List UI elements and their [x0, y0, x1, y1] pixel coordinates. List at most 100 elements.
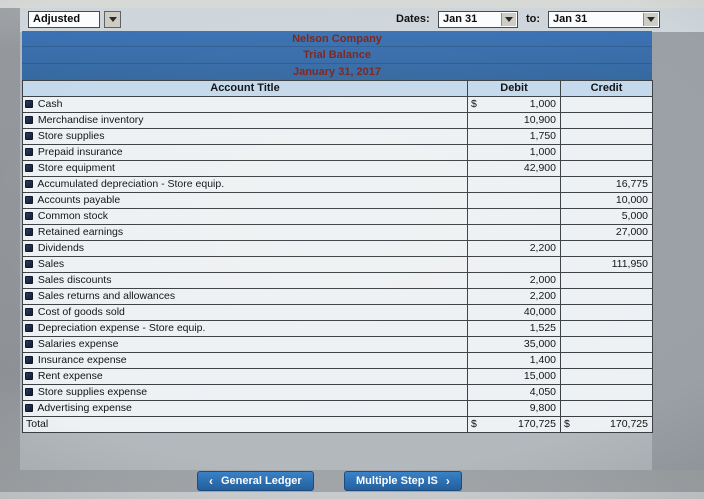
general-ledger-button[interactable]: ‹ General Ledger — [197, 471, 314, 491]
credit-amount: 170,725 — [610, 418, 648, 430]
drilldown-icon[interactable] — [25, 292, 33, 300]
debit-amount: 42,900 — [523, 162, 556, 174]
report-type-dropdown-arrow-icon[interactable] — [104, 11, 121, 28]
table-row: Sales 111,950 — [22, 256, 653, 273]
drilldown-icon[interactable] — [25, 356, 33, 364]
table-row: Depreciation expense - Store equip. 1,52… — [22, 320, 653, 337]
triangle-down-icon — [108, 17, 117, 22]
column-header-debit: Debit — [467, 80, 561, 97]
table-row: Advertising expense 9,800 — [22, 400, 653, 417]
drilldown-icon[interactable] — [25, 372, 33, 380]
report-type-value: Adjusted — [33, 13, 81, 25]
table-row: Store supplies 1,750 — [22, 128, 653, 145]
chevron-left-icon: ‹ — [209, 474, 213, 488]
general-ledger-label: General Ledger — [221, 475, 302, 487]
debit-amount: 4,050 — [529, 386, 556, 398]
credit-symbol: $ — [564, 418, 570, 430]
drilldown-icon[interactable] — [25, 164, 33, 172]
table-header-row: Account Title Debit Credit — [22, 80, 653, 97]
date-from-dropdown[interactable]: Jan 31 — [438, 11, 518, 28]
debit-amount: 1,000 — [529, 98, 556, 110]
debit-amount: 1,000 — [529, 146, 556, 158]
drilldown-icon[interactable] — [25, 388, 33, 396]
credit-amount: 5,000 — [621, 210, 648, 222]
table-row: Accounts payable 10,000 — [22, 192, 653, 209]
account-title: Sales returns and allowances — [37, 290, 176, 302]
drilldown-icon[interactable] — [25, 228, 33, 236]
account-title: Salaries expense — [37, 338, 119, 350]
account-title: Insurance expense — [37, 354, 127, 366]
table-row: Dividends 2,200 — [22, 240, 653, 257]
debit-amount: 170,725 — [518, 418, 556, 430]
report-date: January 31, 2017 — [292, 65, 382, 78]
account-title: Merchandise inventory — [37, 114, 144, 126]
table-row: Store equipment 42,900 — [22, 160, 653, 177]
debit-amount: 1,750 — [529, 130, 556, 142]
date-from-value: Jan 31 — [443, 13, 478, 25]
table-row: Sales discounts 2,000 — [22, 272, 653, 289]
multiple-step-label: Multiple Step IS — [356, 475, 438, 487]
drilldown-icon[interactable] — [25, 148, 33, 156]
right-gutter — [652, 32, 704, 470]
table-row: Sales returns and allowances 2,200 — [22, 288, 653, 305]
toolbar: Adjusted Dates: Jan 31 to: Jan 31 — [20, 8, 704, 32]
triangle-down-icon — [505, 17, 513, 22]
table-row: Common stock 5,000 — [22, 208, 653, 225]
debit-amount: 2,200 — [529, 290, 556, 302]
column-header-account-title: Account Title — [22, 80, 468, 97]
drilldown-icon[interactable] — [25, 180, 33, 188]
debit-amount: 1,525 — [529, 322, 556, 334]
report-title: Trial Balance — [22, 47, 652, 64]
top-edge — [0, 0, 704, 8]
date-to-dropdown-arrow-icon[interactable] — [643, 13, 658, 26]
table-row: Cost of goods sold 40,000 — [22, 304, 653, 321]
drilldown-icon[interactable] — [25, 100, 33, 108]
debit-amount: 10,900 — [523, 114, 556, 126]
bottom-edge — [0, 492, 704, 499]
account-title: Dividends — [37, 242, 85, 254]
table-row: Merchandise inventory 10,900 — [22, 112, 653, 129]
column-header-credit: Credit — [560, 80, 653, 97]
account-title: Rent expense — [37, 370, 103, 382]
dates-label: Dates: — [396, 13, 430, 25]
drilldown-icon[interactable] — [25, 404, 33, 412]
debit-amount: 35,000 — [523, 338, 556, 350]
drilldown-icon[interactable] — [25, 244, 33, 252]
account-title: Advertising expense — [37, 402, 132, 414]
date-to-dropdown[interactable]: Jan 31 — [548, 11, 660, 28]
drilldown-icon[interactable] — [25, 276, 33, 284]
account-title: Sales discounts — [37, 274, 112, 286]
date-to-value: Jan 31 — [553, 13, 588, 25]
drilldown-icon[interactable] — [25, 196, 33, 204]
trial-balance-body: Cash $ 1,000 Merchandise inventory 10,90… — [22, 96, 653, 433]
account-title: Store supplies — [37, 130, 105, 142]
debit-symbol: $ — [471, 418, 477, 430]
account-title: Store supplies expense — [37, 386, 148, 398]
date-from-dropdown-arrow-icon[interactable] — [501, 13, 516, 26]
company-name: Nelson Company — [22, 31, 652, 48]
table-row: Cash $ 1,000 — [22, 96, 653, 113]
drilldown-icon[interactable] — [25, 308, 33, 316]
credit-amount: 27,000 — [615, 226, 648, 238]
debit-amount: 2,000 — [529, 274, 556, 286]
table-row: Prepaid insurance 1,000 — [22, 144, 653, 161]
account-title: Store equipment — [37, 162, 115, 174]
account-title: Cost of goods sold — [37, 306, 125, 318]
drilldown-icon[interactable] — [25, 324, 33, 332]
drilldown-icon[interactable] — [25, 132, 33, 140]
drilldown-icon[interactable] — [25, 116, 33, 124]
multiple-step-is-button[interactable]: Multiple Step IS › — [344, 471, 462, 491]
account-title: Common stock — [37, 210, 108, 222]
report-type-dropdown[interactable]: Adjusted — [28, 11, 100, 28]
account-title: Total — [26, 418, 49, 430]
credit-amount: 10,000 — [615, 194, 648, 206]
debit-symbol: $ — [471, 98, 477, 110]
to-label: to: — [526, 13, 541, 25]
account-title: Depreciation expense - Store equip. — [37, 322, 206, 334]
drilldown-icon[interactable] — [25, 340, 33, 348]
debit-amount: 15,000 — [523, 370, 556, 382]
table-row: Insurance expense 1,400 — [22, 352, 653, 369]
account-title: Sales — [37, 258, 65, 270]
drilldown-icon[interactable] — [25, 260, 33, 268]
drilldown-icon[interactable] — [25, 212, 33, 220]
